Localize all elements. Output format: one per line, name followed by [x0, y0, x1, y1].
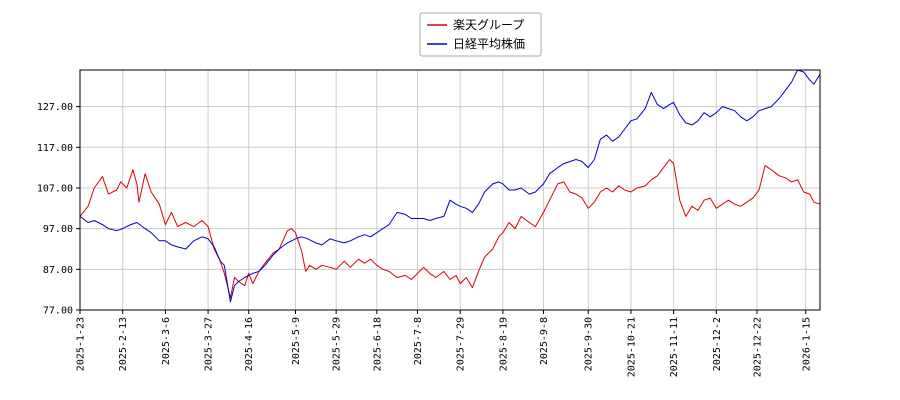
x-tick-label: 2026-1-15 [801, 317, 812, 371]
legend-box [419, 12, 542, 57]
legend: 楽天グループ 日経平均株価 [419, 12, 542, 57]
series-layer [79, 69, 821, 303]
y-axis: 77.00 87.00 97.00 107.00 117.00 127.00 [37, 102, 80, 317]
x-tick-label: 2025-9-30 [584, 317, 595, 371]
x-tick-label: 2025-2-13 [118, 317, 129, 371]
series-line-rakuten [79, 159, 821, 299]
plot-area-frame [79, 69, 821, 311]
legend-label-nikkei: 日経平均株価 [453, 36, 525, 51]
y-tick-label: 87.00 [43, 265, 73, 276]
x-tick-label: 2025-7-8 [413, 317, 424, 365]
x-tick-label: 2025-3-6 [161, 317, 172, 365]
x-tick-label: 2025-12-22 [752, 317, 763, 377]
x-tick-label: 2025-1-23 [76, 317, 87, 371]
y-tick-label: 107.00 [37, 183, 73, 194]
y-tick-label: 117.00 [37, 143, 73, 154]
y-tick-label: 97.00 [43, 224, 73, 235]
x-tick-label: 2025-5-9 [291, 317, 302, 365]
x-tick-label: 2025-11-11 [669, 317, 680, 377]
x-tick-label: 2025-6-18 [372, 317, 383, 371]
x-tick-label: 2025-12-2 [712, 317, 723, 371]
x-tick-label: 2025-5-29 [332, 317, 343, 371]
x-tick-label: 2025-10-21 [626, 317, 637, 377]
x-tick-label: 2025-9-8 [539, 317, 550, 365]
grid-lines [79, 70, 820, 311]
x-axis: 2025-1-23 2025-2-13 2025-3-6 2025-3-27 2025-… [76, 310, 812, 377]
x-tick-label: 2025-7-29 [456, 317, 467, 371]
x-tick-label: 2025-3-27 [204, 317, 215, 371]
y-tick-label: 77.00 [43, 306, 73, 317]
y-tick-label: 127.00 [37, 102, 73, 113]
legend-label-rakuten: 楽天グループ [453, 18, 524, 32]
x-tick-label: 2025-8-19 [498, 317, 509, 371]
series-line-nikkei [79, 69, 821, 303]
x-tick-label: 2025-4-16 [244, 317, 255, 371]
